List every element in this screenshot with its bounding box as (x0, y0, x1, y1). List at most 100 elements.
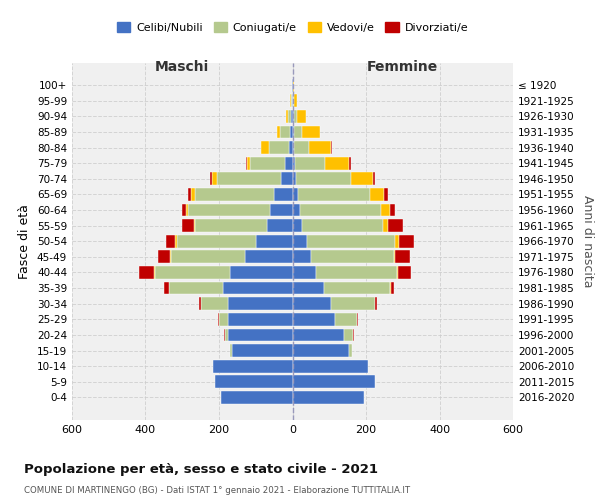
Bar (293, 360, 368, 372)
Bar (194, 219, 195, 232)
Bar (311, 250, 394, 264)
Bar (293, 235, 307, 248)
Bar (164, 282, 169, 294)
Bar (293, 126, 295, 138)
Bar (221, 391, 293, 404)
Bar (302, 219, 383, 232)
Bar (281, 172, 293, 185)
Bar (325, 157, 349, 170)
Bar (212, 172, 217, 185)
Bar (232, 344, 293, 357)
Bar (293, 157, 295, 170)
Bar (397, 266, 398, 279)
Bar (195, 188, 274, 201)
Bar (316, 266, 397, 279)
Bar (388, 219, 403, 232)
Bar (395, 250, 410, 264)
Bar (292, 78, 293, 92)
Bar (228, 313, 293, 326)
Bar (245, 250, 293, 264)
Bar (373, 172, 375, 185)
Bar (170, 250, 171, 264)
Bar (291, 94, 292, 107)
Bar (309, 141, 331, 154)
Bar (381, 204, 390, 216)
Bar (395, 235, 399, 248)
Bar (293, 94, 294, 107)
Bar (293, 188, 298, 201)
Bar (349, 344, 352, 357)
Legend: Celibi/Nubili, Coniugati/e, Vedovi/e, Divorziati/e: Celibi/Nubili, Coniugati/e, Vedovi/e, Di… (113, 18, 472, 38)
Bar (399, 235, 414, 248)
Bar (250, 157, 285, 170)
Bar (293, 78, 294, 92)
Bar (200, 298, 228, 310)
Bar (177, 235, 256, 248)
Bar (271, 204, 293, 216)
Bar (154, 266, 155, 279)
Bar (246, 157, 247, 170)
Text: COMUNE DI MARTINENGO (BG) - Dati ISTAT 1° gennaio 2021 - Elaborazione TUTTITALIA: COMUNE DI MARTINENGO (BG) - Dati ISTAT 1… (24, 486, 410, 495)
Bar (195, 219, 267, 232)
Bar (214, 360, 293, 372)
Bar (290, 94, 291, 107)
Bar (285, 157, 293, 170)
Bar (375, 298, 377, 310)
Bar (191, 188, 195, 201)
Bar (398, 266, 411, 279)
Bar (217, 172, 281, 185)
Bar (182, 204, 186, 216)
Bar (230, 266, 293, 279)
Bar (331, 298, 375, 310)
Bar (155, 266, 230, 279)
Bar (331, 141, 332, 154)
Y-axis label: Fasce di età: Fasce di età (19, 204, 31, 279)
Bar (296, 172, 352, 185)
Y-axis label: Anni di nascita: Anni di nascita (581, 195, 594, 288)
Bar (296, 110, 306, 123)
Bar (139, 266, 154, 279)
Bar (182, 219, 194, 232)
Bar (224, 328, 228, 342)
Bar (219, 313, 228, 326)
Bar (293, 344, 349, 357)
Bar (324, 282, 390, 294)
Bar (228, 298, 293, 310)
Bar (295, 141, 309, 154)
Bar (256, 235, 293, 248)
Bar (370, 188, 385, 201)
Bar (293, 328, 344, 342)
Bar (280, 126, 290, 138)
Bar (394, 250, 395, 264)
Bar (290, 126, 293, 138)
Bar (269, 141, 289, 154)
Bar (169, 282, 223, 294)
Bar (293, 298, 331, 310)
Bar (293, 141, 295, 154)
Bar (199, 298, 200, 310)
Bar (293, 266, 316, 279)
Bar (293, 250, 311, 264)
Bar (286, 110, 288, 123)
Bar (295, 126, 302, 138)
Bar (335, 313, 357, 326)
Bar (294, 94, 297, 107)
Bar (298, 188, 370, 201)
Bar (293, 376, 375, 388)
Bar (290, 110, 293, 123)
Bar (293, 172, 296, 185)
Bar (292, 94, 293, 107)
Bar (293, 219, 302, 232)
Bar (223, 282, 293, 294)
Bar (158, 250, 170, 264)
Bar (295, 157, 325, 170)
Bar (349, 157, 350, 170)
Bar (230, 344, 232, 357)
Bar (274, 188, 293, 201)
Bar (277, 126, 280, 138)
Bar (228, 328, 293, 342)
Bar (390, 282, 391, 294)
Bar (383, 219, 388, 232)
Bar (307, 235, 395, 248)
Bar (344, 328, 353, 342)
